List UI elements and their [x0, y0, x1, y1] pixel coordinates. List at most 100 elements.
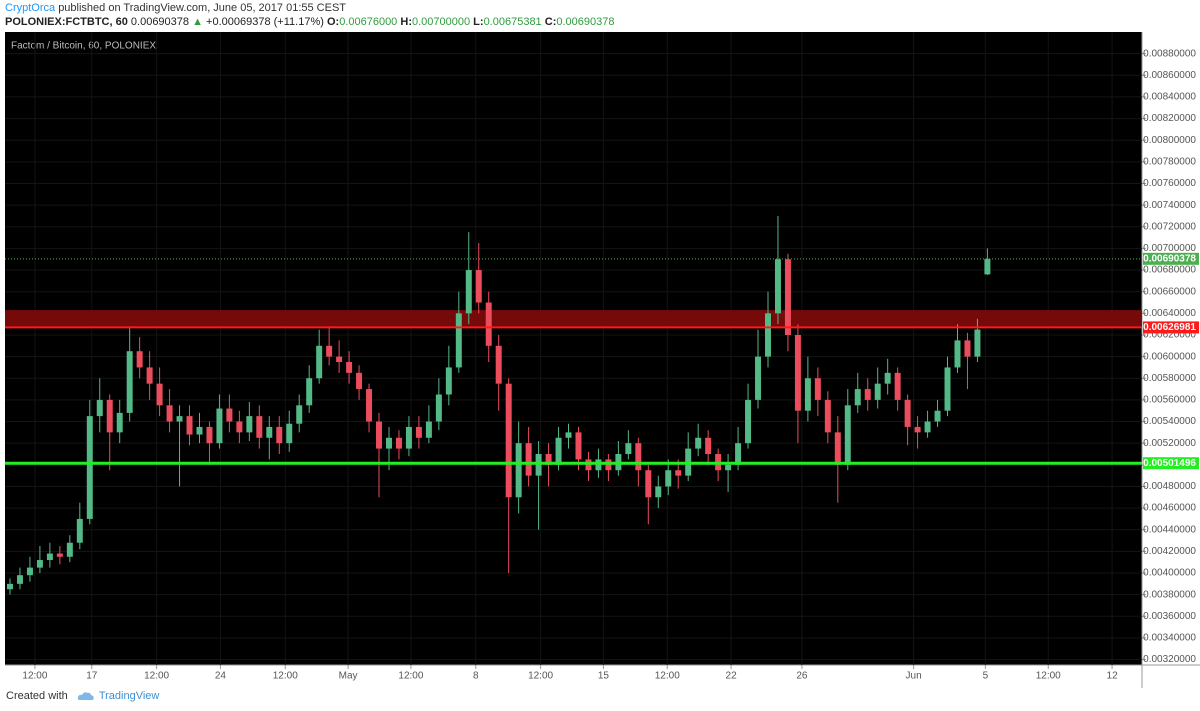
- candle-body: [675, 470, 682, 476]
- candle-body: [575, 432, 582, 460]
- candle-body: [126, 351, 133, 413]
- y-tick-label: 0.00420000: [1143, 546, 1196, 557]
- candle-body: [136, 351, 143, 368]
- low-label: L:: [473, 16, 484, 28]
- candle-body: [635, 443, 642, 471]
- candle-body: [745, 399, 752, 444]
- candle-body: [984, 258, 991, 275]
- candle-body: [705, 437, 712, 454]
- candle-body: [525, 443, 532, 476]
- candle-body: [445, 367, 452, 395]
- candle-body: [934, 410, 941, 422]
- candle-body: [156, 383, 163, 406]
- x-tick-label: May: [339, 671, 358, 682]
- candle-body: [535, 454, 542, 476]
- y-tick-label: 0.00440000: [1143, 524, 1196, 535]
- candle-body: [665, 470, 672, 487]
- candle-body: [316, 345, 323, 379]
- candle-body: [874, 383, 881, 400]
- brand[interactable]: TradingView: [98, 690, 160, 702]
- y-tick-label: 0.00840000: [1143, 92, 1196, 103]
- candle-body: [735, 443, 742, 465]
- candle-body: [366, 389, 373, 422]
- candle-body: [695, 437, 702, 449]
- chart: Factom / Bitcoin, 60, POLONIEX 0.0032000…: [5, 32, 1200, 688]
- x-tick-label: 26: [796, 671, 808, 682]
- y-tick-label: 0.00460000: [1143, 503, 1196, 514]
- candle-body: [974, 329, 981, 357]
- x-tick-label: 15: [598, 671, 610, 682]
- author[interactable]: CryptOrca: [5, 2, 56, 14]
- chart-title: Factom / Bitcoin, 60, POLONIEX: [11, 41, 156, 52]
- candle-body: [565, 432, 572, 438]
- candle-body: [326, 345, 333, 357]
- y-tick-label: 0.00660000: [1143, 286, 1196, 297]
- candle-body: [755, 356, 762, 400]
- candle-body: [854, 389, 861, 406]
- candle-body: [794, 334, 801, 411]
- y-tick-label: 0.00820000: [1143, 113, 1196, 124]
- candle-body: [26, 567, 33, 576]
- quote-line: POLONIEX:FCTBTC, 60 0.00690378 ▲ +0.0006…: [5, 16, 614, 28]
- level-label-box: [1143, 321, 1199, 334]
- candle-body: [415, 426, 422, 438]
- level-label: 0.00690378: [1143, 253, 1196, 264]
- candle-body: [346, 362, 353, 373]
- candle-body: [834, 432, 841, 465]
- created-with: Created with: [6, 690, 68, 702]
- candle-body: [276, 426, 283, 444]
- y-tick-label: 0.00620000: [1143, 330, 1196, 341]
- candle-body: [16, 575, 23, 584]
- y-tick-label: 0.00320000: [1143, 654, 1196, 665]
- y-tick-label: 0.00780000: [1143, 156, 1196, 167]
- published: published on TradingView.com, June 05, 2…: [58, 2, 347, 14]
- candle-body: [725, 464, 732, 471]
- close-label: C:: [544, 16, 557, 28]
- candle-body: [465, 270, 472, 314]
- change: +0.00069378 (+11.17%): [206, 16, 324, 28]
- y-tick-label: 0.00680000: [1143, 265, 1196, 276]
- candle-body: [236, 421, 243, 433]
- symbol: POLONIEX:FCTBTC, 60: [5, 16, 128, 28]
- candle-body: [954, 340, 961, 368]
- candle-body: [246, 416, 253, 433]
- y-tick-label: 0.00360000: [1143, 611, 1196, 622]
- x-tick-label: 12:00: [144, 671, 169, 682]
- candle-body: [256, 416, 263, 438]
- candle-body: [356, 372, 363, 390]
- candle-body: [435, 394, 442, 422]
- candle-body: [844, 405, 851, 465]
- level-label: 0.00626981: [1143, 322, 1196, 333]
- candle-body: [964, 340, 971, 357]
- candle-body: [106, 399, 113, 433]
- price-axis: [1142, 32, 1200, 665]
- candle-body: [405, 426, 412, 449]
- candle-body: [625, 443, 632, 454]
- candle-body: [6, 583, 13, 590]
- y-tick-label: 0.00860000: [1143, 70, 1196, 81]
- x-tick-label: 12:00: [655, 671, 680, 682]
- x-tick-label: 8: [473, 671, 479, 682]
- candle-body: [266, 426, 273, 438]
- x-tick-label: 24: [215, 671, 227, 682]
- candle-body: [336, 356, 343, 363]
- candle-body: [645, 470, 652, 498]
- candle-body: [186, 416, 193, 435]
- candle-body: [824, 399, 831, 433]
- candle-body: [96, 399, 103, 417]
- candle-body: [485, 302, 492, 346]
- candle-body: [475, 270, 482, 303]
- last-price: 0.00690378: [130, 16, 190, 28]
- candle-body: [774, 259, 781, 314]
- candle-body: [196, 426, 203, 435]
- candle-body: [425, 421, 432, 438]
- candle-body: [206, 426, 213, 444]
- x-tick-label: 12:00: [528, 671, 553, 682]
- candle-body: [555, 437, 562, 465]
- candle-body: [66, 542, 73, 557]
- open-label: O:: [326, 16, 340, 28]
- x-tick-label: Jun: [906, 671, 922, 682]
- candle-body: [56, 553, 63, 557]
- plot-background: [5, 32, 1142, 665]
